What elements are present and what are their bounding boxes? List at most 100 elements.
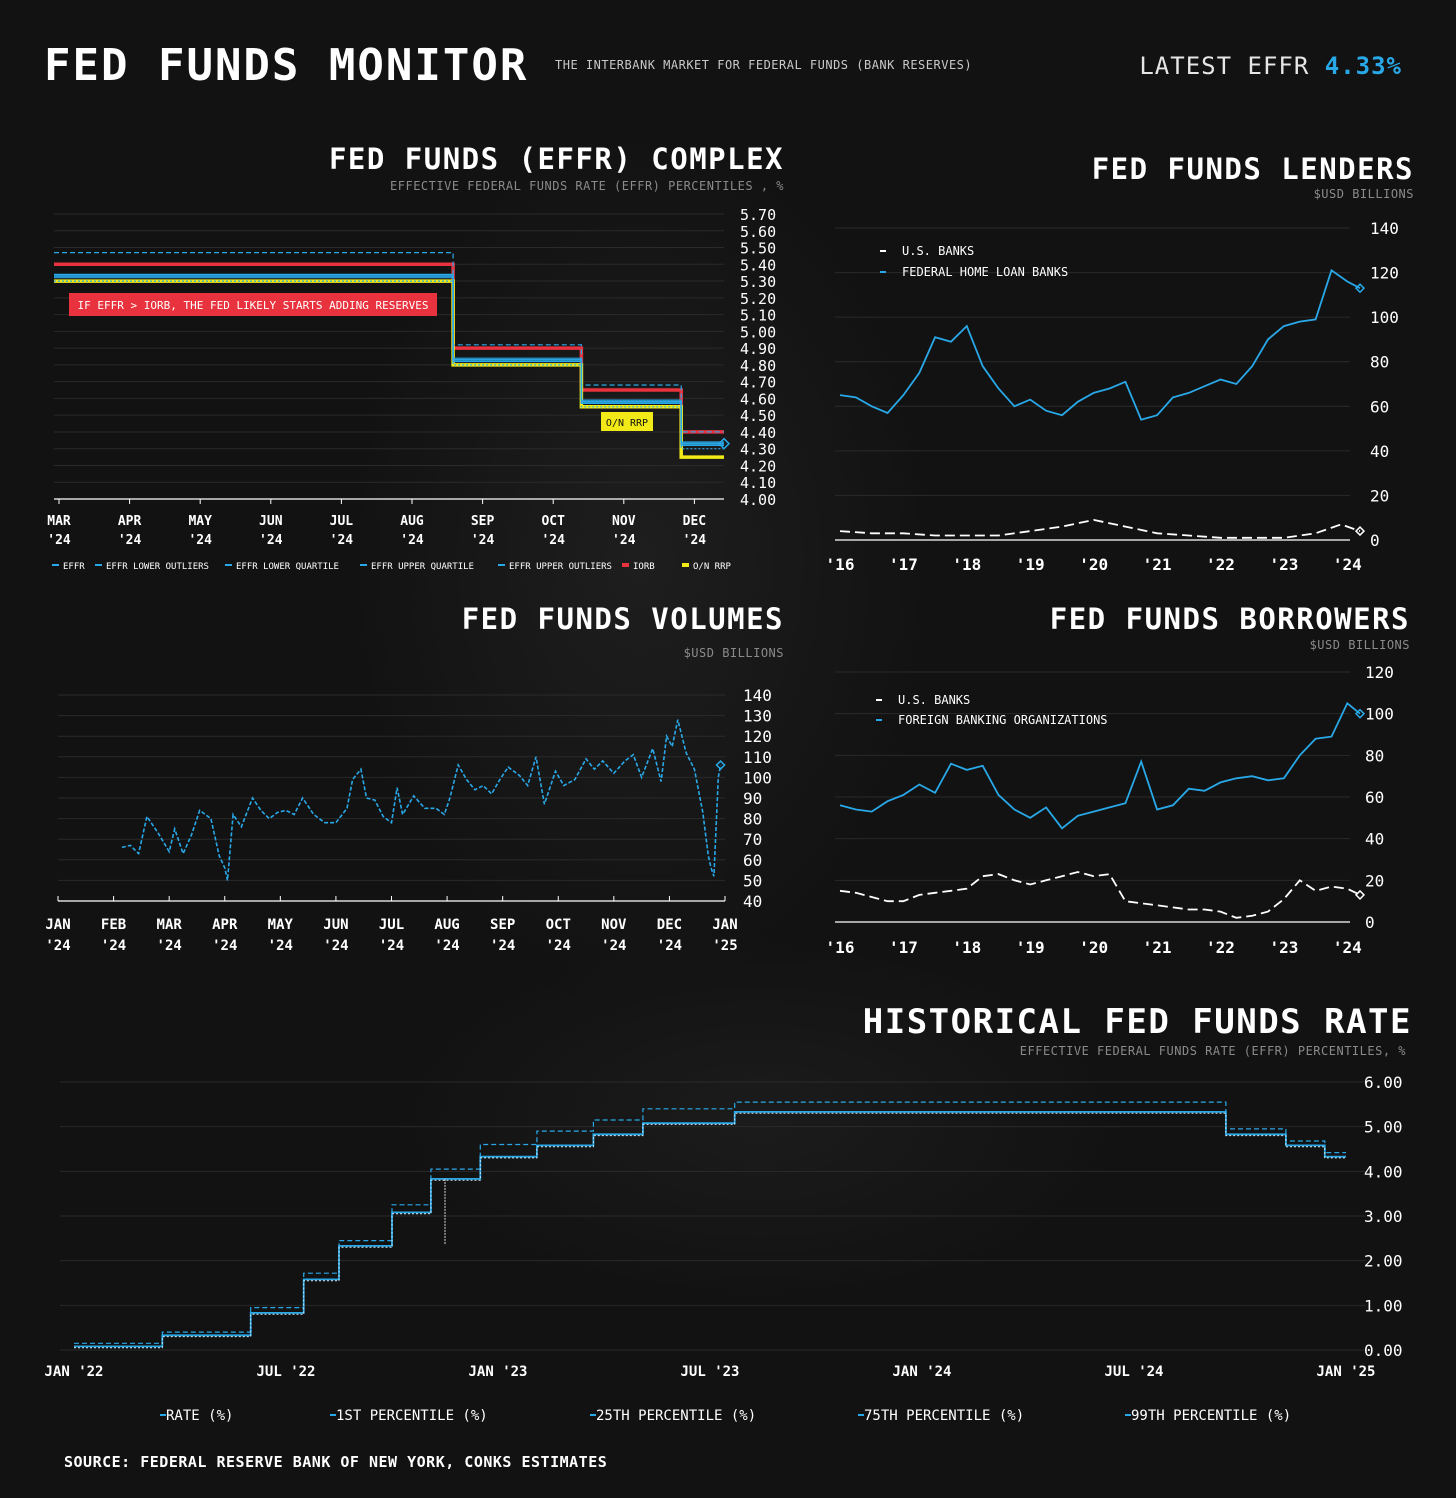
last-value-marker	[1354, 708, 1366, 719]
y-tick-label: 5.20	[740, 290, 776, 308]
lenders-chart: 140 120 100 80 60 40 20 0 '16 '17 '18 '19 '20 '21 '22 '…	[826, 219, 1399, 574]
x-tick-year: '24	[259, 533, 283, 548]
y-tick-label: 100	[743, 768, 772, 787]
x-tick-label: JAN '23	[468, 1364, 527, 1380]
x-tick-label: '21	[1143, 938, 1172, 957]
legend-label: U.S. BANKS	[902, 244, 974, 258]
y-tick-label: 3.00	[1364, 1207, 1403, 1226]
y-tick-label: 140	[743, 686, 772, 705]
x-tick-year: '24	[434, 938, 459, 954]
x-tick-year: '24	[212, 938, 237, 954]
series-volume	[121, 719, 722, 881]
y-tick-label: 4.60	[740, 390, 776, 408]
y-tick-label: 5.30	[740, 273, 776, 291]
legend-label: O/N RRP	[693, 562, 732, 572]
x-tick-label: '18	[952, 938, 981, 957]
source-note: SOURCE: FEDERAL RESERVE BANK OF NEW YORK…	[64, 1453, 608, 1471]
complex-chart: 5.705.605.505.405.305.205.105.004.904.80…	[47, 206, 776, 572]
rrp-annotation-box	[601, 412, 653, 431]
x-tick-year: '24	[45, 938, 70, 954]
rrp-annotation-text: O/N RRP	[606, 418, 648, 429]
x-tick-label: MAR	[47, 514, 71, 529]
x-tick-label: '23	[1269, 555, 1298, 574]
x-tick-label: '20	[1079, 938, 1108, 957]
y-tick-label: 60	[1365, 788, 1384, 807]
iorb-annotation-box	[69, 293, 437, 316]
volumes-title: FED FUNDS VOLUMES	[461, 602, 784, 636]
y-tick-label: 40	[743, 892, 762, 911]
historical-title: HISTORICAL FED FUNDS RATE	[862, 1002, 1412, 1042]
x-tick-label: '24	[1333, 555, 1362, 574]
x-tick-label: '18	[952, 555, 981, 574]
x-tick-year: '24	[47, 533, 71, 548]
y-tick-label: 2.00	[1364, 1252, 1403, 1271]
y-tick-label: 110	[743, 748, 772, 767]
x-tick-year: '24	[188, 533, 212, 548]
legend-label: EFFR LOWER OUTLIERS	[106, 562, 209, 572]
x-tick-year: '24	[268, 938, 293, 954]
y-tick-label: 5.00	[1364, 1118, 1403, 1137]
iorb-annotation-text: IF EFFR > IORB, THE FED LIKELY STARTS AD…	[78, 299, 429, 312]
x-tick-label: '17	[889, 938, 918, 957]
series-1st-percentile	[74, 1112, 1346, 1349]
x-tick-label: '24	[1333, 938, 1362, 957]
y-tick-label: 120	[1365, 663, 1394, 682]
x-tick-label: '23	[1269, 938, 1298, 957]
legend-label: 75TH PERCENTILE (%)	[864, 1408, 1024, 1424]
series-99th-percentile	[74, 1101, 1346, 1344]
x-tick-year: '24	[400, 533, 424, 548]
x-tick-label: OCT	[546, 917, 571, 933]
x-tick-year: '24	[330, 533, 354, 548]
series-rate	[74, 1111, 1346, 1348]
last-value-marker	[1354, 526, 1366, 537]
x-tick-label: '19	[1016, 555, 1045, 574]
x-tick-label: MAY	[188, 514, 212, 529]
x-tick-year: '24	[101, 938, 126, 954]
x-tick-label: DEC	[657, 917, 682, 933]
legend-label: 25TH PERCENTILE (%)	[596, 1408, 756, 1424]
x-tick-year: '24	[541, 533, 565, 548]
series-u-s-banks	[839, 871, 1361, 919]
y-tick-label: 120	[743, 727, 772, 746]
x-tick-label: '20	[1079, 555, 1108, 574]
y-tick-label: 100	[1370, 308, 1399, 327]
x-tick-label: JUL '22	[256, 1364, 315, 1380]
x-tick-label: SEP	[471, 514, 495, 529]
x-tick-label: FEB	[101, 917, 126, 933]
x-tick-label: '19	[1016, 938, 1045, 957]
x-tick-label: JUL '23	[680, 1364, 739, 1380]
legend-label: EFFR	[63, 562, 85, 572]
legend-label: FOREIGN BANKING ORGANIZATIONS	[898, 713, 1108, 727]
series-federal-home-loan-banks	[839, 268, 1361, 421]
y-tick-label: 4.00	[740, 491, 776, 509]
x-tick-label: JAN '25	[1316, 1364, 1375, 1380]
y-tick-label: 0	[1370, 531, 1380, 550]
x-tick-label: AUG	[400, 514, 424, 529]
series-foreign-banking-organizations	[839, 701, 1361, 830]
x-tick-year: '24	[118, 533, 142, 548]
y-tick-label: 40	[1365, 830, 1384, 849]
y-tick-label: 6.00	[1364, 1073, 1403, 1092]
legend-label: EFFR LOWER QUARTILE	[236, 562, 339, 572]
x-tick-label: NOV	[612, 514, 636, 529]
x-tick-label: JUL	[330, 514, 354, 529]
x-tick-year: '24	[471, 533, 495, 548]
latest-effr-label: LATEST EFFR	[1139, 52, 1310, 80]
x-tick-label: '16	[826, 555, 855, 574]
historical-chart: 6.00 5.00 4.00 3.00 2.00 1.00 0.00 JAN '22 JUL '…	[44, 1073, 1403, 1424]
x-tick-year: '25	[712, 938, 737, 954]
y-tick-label: 100	[1365, 705, 1394, 724]
x-tick-label: MAY	[268, 917, 294, 933]
last-value-marker	[1354, 889, 1366, 900]
y-tick-label: 0	[1365, 913, 1375, 932]
y-tick-label: 5.50	[740, 240, 776, 258]
x-tick-year: '24	[323, 938, 348, 954]
latest-effr: LATEST EFFR 4.33%	[1139, 52, 1402, 80]
y-tick-label: 140	[1370, 219, 1399, 238]
y-tick-label: 130	[743, 707, 772, 726]
y-tick-label: 4.10	[740, 474, 776, 492]
x-tick-label: JUN	[259, 514, 283, 529]
legend-label: EFFR UPPER OUTLIERS	[509, 562, 612, 572]
